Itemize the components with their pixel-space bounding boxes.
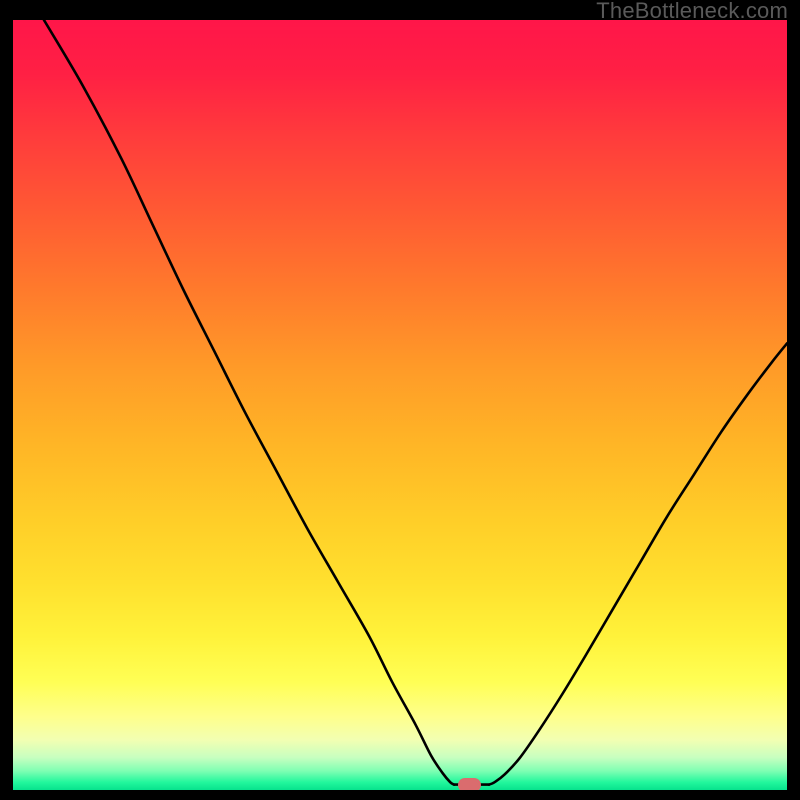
- watermark-text: TheBottleneck.com: [596, 0, 788, 24]
- optimal-point-marker: [458, 778, 481, 790]
- plot-area: [13, 20, 787, 790]
- bottleneck-curve: [13, 20, 787, 790]
